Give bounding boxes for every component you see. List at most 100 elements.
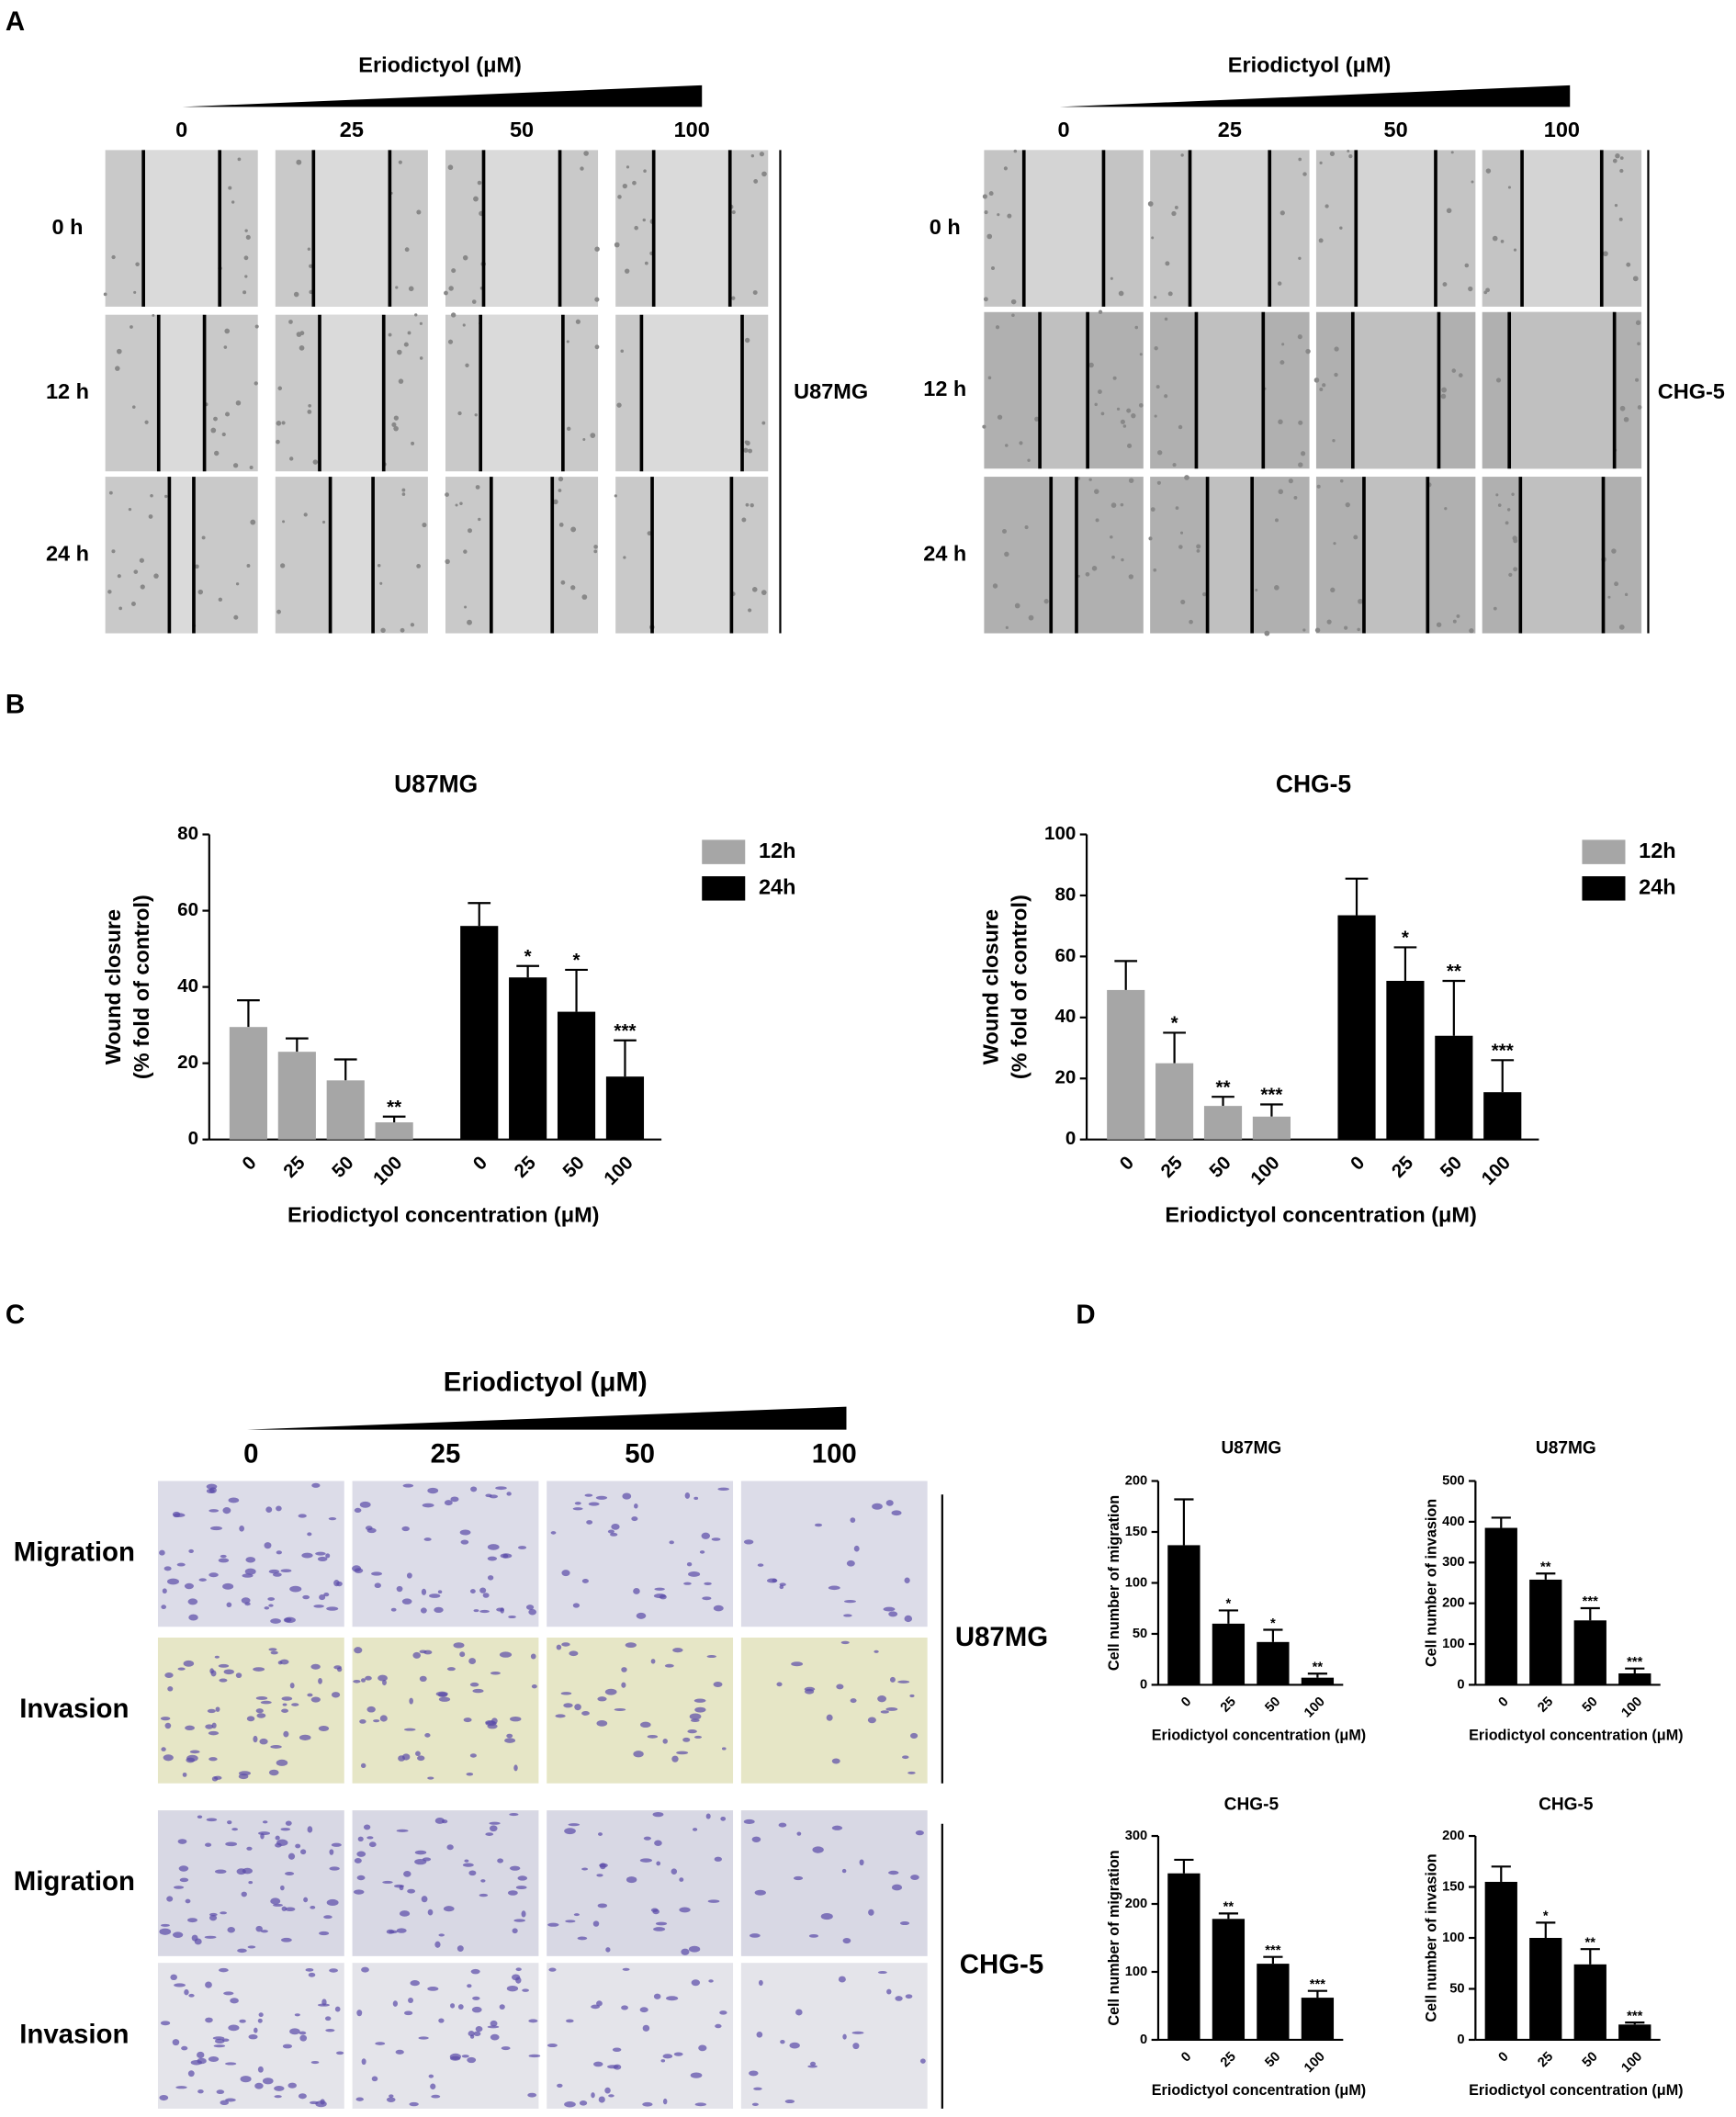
cell xyxy=(1002,529,1007,534)
cell xyxy=(1165,261,1170,266)
cell xyxy=(244,229,248,232)
cell xyxy=(1442,282,1448,287)
stained-cell xyxy=(359,1719,366,1724)
x-tick-label: 50 xyxy=(1580,2049,1601,2070)
stained-cell xyxy=(242,1867,253,1875)
stained-cell xyxy=(713,1681,723,1687)
stained-cell xyxy=(283,1730,289,1738)
stained-cell xyxy=(238,1774,249,1780)
stained-cell xyxy=(885,1500,894,1506)
time-label: 24 h xyxy=(46,542,89,566)
cell xyxy=(393,415,399,421)
y-tick-label: 60 xyxy=(1054,945,1076,966)
cell xyxy=(997,213,1000,217)
stained-cell xyxy=(613,2064,622,2070)
stained-cell xyxy=(502,1553,509,1559)
cell xyxy=(447,164,454,171)
cell xyxy=(1298,157,1302,162)
cell xyxy=(1485,168,1492,174)
cell xyxy=(1175,506,1179,510)
cell xyxy=(580,166,584,171)
stained-cell xyxy=(605,1947,611,1953)
stained-cell xyxy=(596,2000,603,2007)
cell xyxy=(1302,172,1307,176)
stained-cell xyxy=(396,1829,409,1832)
stained-cell xyxy=(299,1734,311,1740)
stained-cell xyxy=(622,1967,630,1971)
stained-cell xyxy=(177,1839,187,1844)
stained-cell xyxy=(693,1735,703,1739)
assay-label: Invasion xyxy=(19,2019,129,2049)
cell xyxy=(1007,213,1012,219)
cell xyxy=(416,564,422,569)
x-axis-label: Eriodictyol concentration (μM) xyxy=(1152,2082,1366,2099)
stained-cell xyxy=(527,2092,537,2098)
cell xyxy=(1184,475,1189,480)
stained-cell xyxy=(205,1724,214,1729)
stained-cell xyxy=(791,1661,804,1667)
cell xyxy=(594,344,600,350)
stained-cell xyxy=(308,1972,316,1977)
stained-cell xyxy=(899,1921,910,1926)
stained-cell xyxy=(469,1589,476,1593)
cell xyxy=(231,200,235,204)
stained-cell xyxy=(361,2058,366,2066)
stained-cell xyxy=(807,2065,817,2068)
y-tick-label: 40 xyxy=(177,975,198,997)
stained-cell xyxy=(717,1487,729,1492)
stained-cell xyxy=(479,1609,490,1614)
stained-cell xyxy=(485,1720,497,1727)
cell xyxy=(593,545,598,549)
cell xyxy=(594,246,600,252)
dose-header: Eriodictyol (μM) xyxy=(444,1367,648,1397)
cell xyxy=(1464,263,1470,268)
stained-cell xyxy=(289,1585,302,1593)
cell xyxy=(1319,161,1323,164)
stained-cell xyxy=(642,2101,653,2107)
cell xyxy=(997,414,1003,420)
cell xyxy=(1110,276,1113,280)
bar xyxy=(1618,1673,1651,1685)
stained-cell xyxy=(187,2070,195,2078)
cell xyxy=(296,159,302,165)
stained-cell xyxy=(319,1594,326,1601)
cell xyxy=(117,574,121,579)
stained-cell xyxy=(897,1680,910,1683)
stained-cell xyxy=(197,1815,203,1819)
stained-cell xyxy=(262,2078,274,2085)
stained-cell xyxy=(793,1875,804,1881)
cell xyxy=(249,465,254,469)
stained-cell xyxy=(366,1836,374,1840)
stained-cell xyxy=(842,2033,847,2040)
stained-cell xyxy=(588,1502,600,1506)
cell xyxy=(594,297,600,302)
y-tick-label: 200 xyxy=(1442,1596,1465,1611)
cell xyxy=(1281,343,1285,346)
cell xyxy=(581,594,588,600)
cell xyxy=(1255,589,1258,591)
cell xyxy=(743,447,749,453)
wound-gap xyxy=(1520,477,1604,634)
dose-label: 100 xyxy=(812,1438,857,1469)
dose-header: Eriodictyol (μM) xyxy=(358,52,522,76)
stained-cell xyxy=(264,1542,272,1549)
cell xyxy=(1005,625,1009,630)
stained-cell xyxy=(219,1678,228,1683)
x-tick-label: 25 xyxy=(1156,1152,1186,1181)
stained-cell xyxy=(247,1945,256,1949)
cell xyxy=(1014,602,1020,609)
y-tick-label: 100 xyxy=(1125,1965,1148,1979)
y-tick-label: 0 xyxy=(1065,1128,1076,1149)
cell xyxy=(570,526,577,533)
stained-cell xyxy=(707,1899,720,1903)
cell xyxy=(1122,424,1127,428)
cell xyxy=(745,440,750,446)
wound-gap xyxy=(1522,150,1602,307)
stained-cell xyxy=(363,1824,371,1830)
bar xyxy=(1484,1881,1517,2040)
stained-cell xyxy=(227,1820,232,1825)
cell xyxy=(250,519,256,525)
stained-cell xyxy=(185,1725,195,1730)
cell xyxy=(128,508,132,512)
stained-cell xyxy=(581,1711,590,1716)
